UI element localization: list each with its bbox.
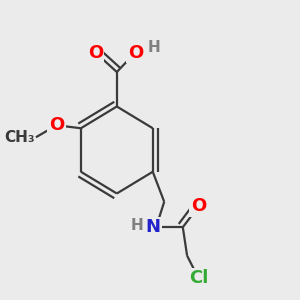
Text: H: H bbox=[130, 218, 143, 233]
Text: H: H bbox=[148, 40, 160, 55]
Text: CH₃: CH₃ bbox=[4, 130, 34, 145]
Text: O: O bbox=[128, 44, 143, 62]
Text: O: O bbox=[88, 44, 103, 62]
Text: O: O bbox=[49, 116, 64, 134]
Text: Cl: Cl bbox=[189, 269, 208, 287]
Text: O: O bbox=[191, 197, 206, 215]
Text: N: N bbox=[145, 218, 160, 236]
